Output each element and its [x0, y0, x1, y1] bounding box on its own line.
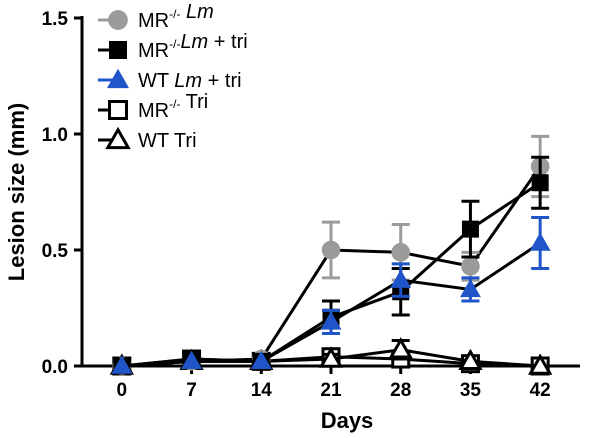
data-point	[318, 346, 344, 368]
legend-label: WT Tri	[138, 130, 197, 152]
x-tick-label: 28	[390, 380, 411, 401]
data-point	[461, 256, 480, 276]
data-point	[391, 243, 411, 262]
legend-label: MR-/- Tri	[138, 91, 208, 122]
data-point	[321, 240, 341, 260]
legend-item: WT Tri	[98, 126, 197, 152]
data-point	[461, 220, 479, 238]
data-point	[388, 337, 413, 359]
series-mr-lm	[112, 134, 550, 376]
x-tick-label: 0	[117, 380, 128, 401]
y-tick-label: 1.5	[42, 9, 69, 30]
legend-label: MR-/-Lm + tri	[138, 31, 248, 62]
x-axis-title: Days	[321, 408, 374, 433]
data-point	[459, 278, 481, 298]
data-point	[250, 350, 272, 370]
data-point	[320, 311, 342, 330]
legend-marker	[106, 68, 130, 89]
y-axis-title: Lesion size (mm)	[4, 103, 29, 281]
y-tick-label: 0.0	[42, 357, 68, 378]
legend-label: WT Lm + tri	[138, 70, 242, 92]
x-tick-label: 35	[460, 380, 482, 401]
data-point	[529, 232, 551, 251]
x-tick-label: 7	[186, 380, 197, 401]
legend-item: MR-/- Tri	[98, 91, 208, 122]
legend-marker	[108, 10, 128, 30]
x-tick-label: 21	[320, 380, 342, 401]
legend-item: MR-/- Lm	[98, 1, 214, 32]
y-tick-label: 1.0	[42, 125, 68, 146]
legend-marker	[105, 126, 131, 150]
x-tick-label: 42	[530, 380, 551, 401]
data-point	[458, 348, 483, 371]
series-wt-lm-tri	[111, 216, 551, 374]
legend-label: MR-/- Lm	[138, 1, 214, 32]
legend-item: WT Lm + tri	[98, 68, 242, 92]
data-point	[181, 350, 203, 370]
data-point	[531, 174, 549, 192]
data-point	[111, 355, 133, 374]
legend-marker	[109, 41, 127, 59]
data-point	[390, 269, 412, 288]
legend-item: MR-/-Lm + tri	[98, 31, 248, 62]
legend-marker	[108, 100, 128, 120]
x-tick-label: 14	[251, 380, 273, 401]
data-point	[527, 353, 553, 375]
y-tick-label: 0.5	[42, 241, 69, 262]
